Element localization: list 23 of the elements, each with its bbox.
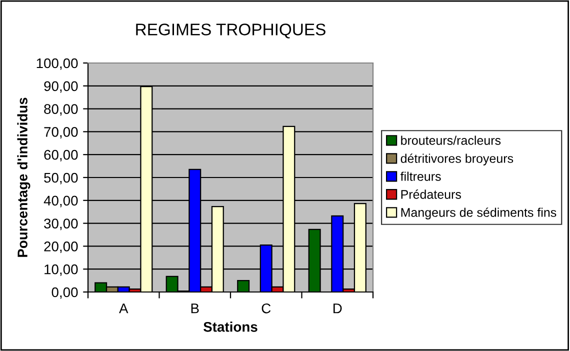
y-axis-title: Pourcentage d'individus bbox=[17, 98, 30, 257]
y-tick-label: 20,00 bbox=[44, 242, 78, 254]
y-tick-label: 70,00 bbox=[44, 127, 78, 139]
x-tick-label: B bbox=[191, 304, 199, 314]
legend-label: brouteurs/racleurs bbox=[401, 136, 501, 145]
y-tick-label: 50,00 bbox=[44, 172, 78, 184]
y-tick-label: 90,00 bbox=[44, 81, 78, 93]
x-tick-label: D bbox=[334, 304, 342, 314]
y-tick-label: 100,00 bbox=[36, 58, 78, 70]
legend-label: Prédateurs bbox=[401, 190, 461, 199]
y-tick-label: 0,00 bbox=[52, 287, 78, 299]
y-tick-label: 60,00 bbox=[44, 150, 78, 162]
y-tick-label: 10,00 bbox=[44, 264, 78, 276]
legend-label: filtreurs bbox=[400, 172, 441, 181]
x-axis-title: Stations bbox=[204, 322, 258, 332]
y-tick-label: 40,00 bbox=[44, 196, 78, 208]
y-tick-label: 30,00 bbox=[44, 218, 78, 230]
y-tick-label: 80,00 bbox=[44, 104, 78, 116]
legend-label: Mangeurs de sédiments fins bbox=[401, 208, 556, 220]
legend-label: détritivores broyeurs bbox=[400, 154, 514, 166]
x-tick-label: C bbox=[262, 303, 271, 314]
chart-title: REGIMES TROPHIQUES bbox=[136, 24, 326, 38]
x-tick-label: A bbox=[119, 304, 128, 314]
